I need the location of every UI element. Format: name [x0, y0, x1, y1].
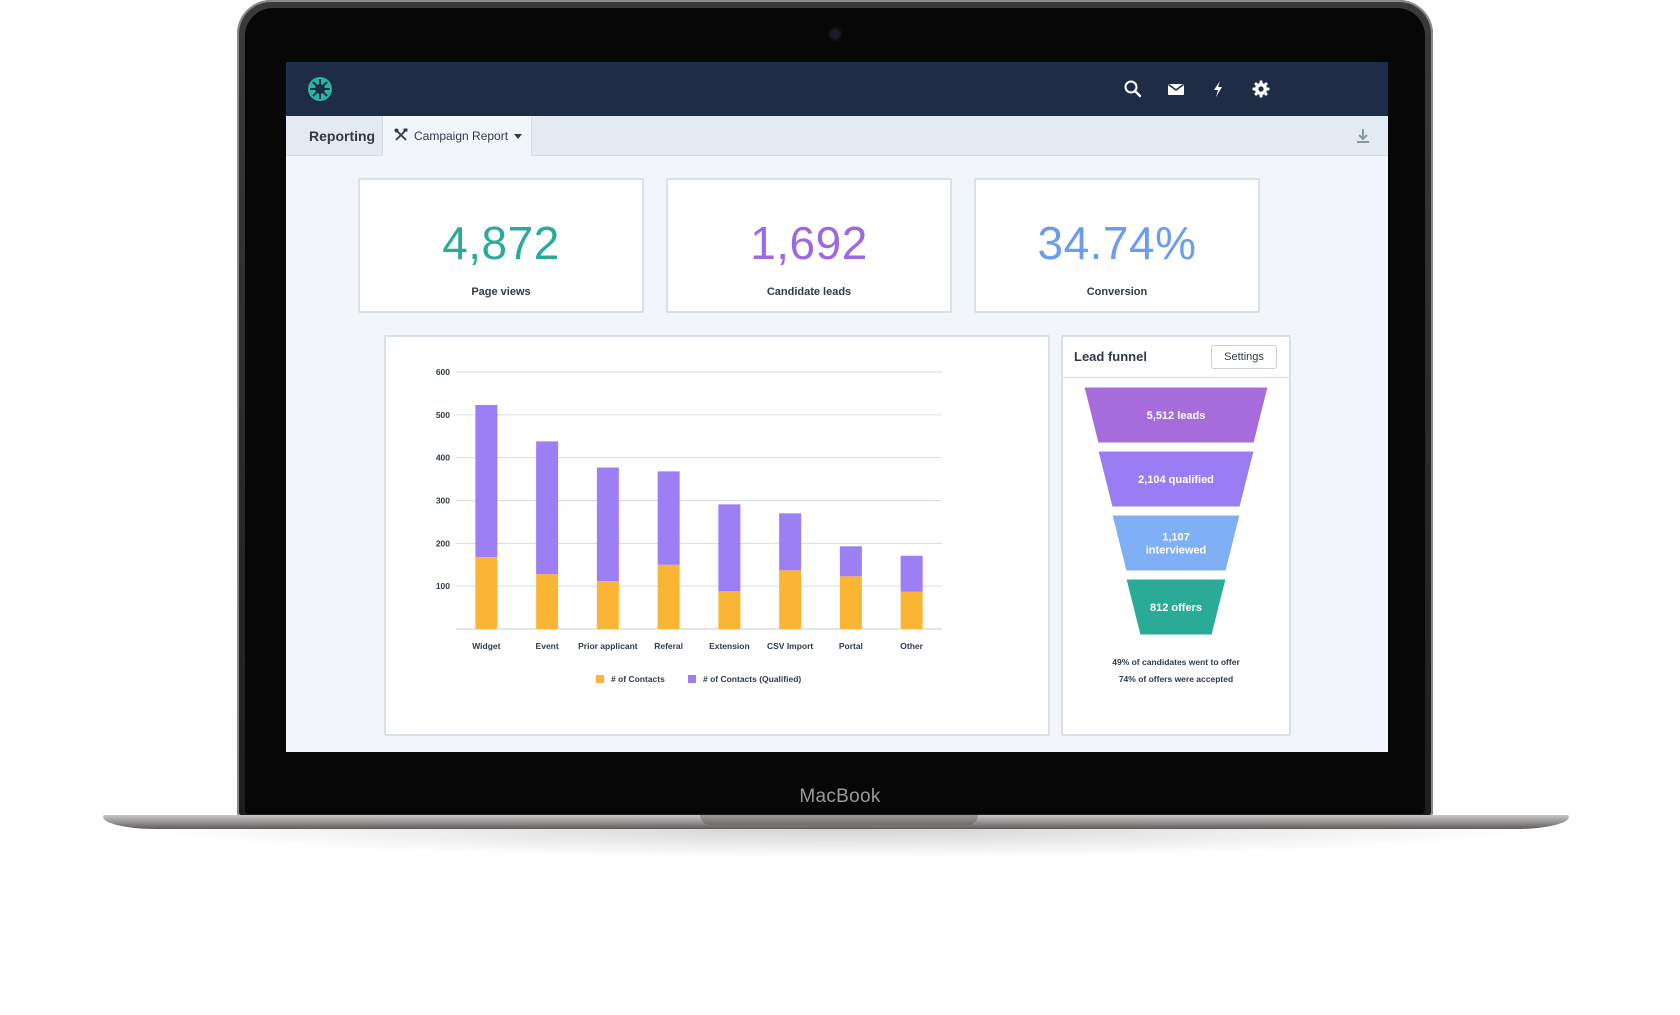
y-tick-label: 400	[436, 453, 450, 463]
legend-swatch	[596, 675, 604, 683]
laptop-notch	[700, 815, 978, 825]
funnel-stage-label: interviewed	[1146, 545, 1207, 557]
x-tick-label: Event	[536, 641, 559, 651]
report-toolbar: Reporting Campaign Report	[286, 116, 1388, 156]
bar-segment[interactable]	[839, 576, 862, 629]
section-title: Reporting	[309, 128, 376, 144]
bar-segment[interactable]	[900, 591, 923, 629]
contacts-chart-panel: 100 200 300 400 500 600 Widget Event Prior appli…	[384, 335, 1050, 736]
bar-segment[interactable]	[596, 581, 619, 629]
legend-swatch	[688, 675, 696, 683]
stat-label: Candidate leads	[766, 286, 852, 298]
chevron-down-icon	[514, 134, 522, 139]
funnel-note: 74% of offers were accepted	[1118, 674, 1234, 684]
funnel-title: Lead funnel	[1074, 349, 1147, 364]
y-tick-label: 500	[436, 410, 450, 420]
y-tick-label: 600	[436, 367, 450, 377]
bar-segment[interactable]	[839, 546, 862, 577]
device-label: MacBook	[799, 786, 881, 807]
stat-label: Conversion	[1086, 286, 1148, 298]
y-tick-label: 100	[436, 581, 450, 591]
bar-segment[interactable]	[779, 570, 802, 629]
app-logo[interactable]	[308, 77, 332, 101]
top-navbar	[286, 62, 1388, 116]
mail-icon[interactable]	[1166, 79, 1186, 99]
x-tick-label: Extension	[709, 641, 750, 651]
gear-icon[interactable]	[1251, 79, 1271, 99]
funnel-note: 49% of candidates went to offer	[1112, 657, 1240, 667]
stat-card-conversion: 34.74% Conversion	[974, 178, 1260, 313]
download-icon[interactable]	[1356, 128, 1370, 144]
contacts-bar-chart: 100 200 300 400 500 600 Widget Event Prior appli…	[436, 367, 942, 684]
x-tick-label: CSV Import	[767, 641, 813, 651]
bolt-icon[interactable]	[1208, 79, 1228, 99]
stat-label: Page views	[471, 286, 531, 298]
funnel-stage[interactable]	[1125, 578, 1227, 636]
bar-segment[interactable]	[779, 513, 802, 571]
legend-label: # of Contacts	[611, 674, 665, 684]
tools-icon	[394, 128, 408, 141]
x-tick-label: Other	[900, 641, 923, 651]
y-tick-label: 300	[436, 496, 450, 506]
x-tick-label: Widget	[472, 641, 500, 651]
stat-value: 1,692	[750, 217, 868, 269]
laptop-shadow	[140, 828, 1540, 858]
bar-segment[interactable]	[596, 467, 619, 582]
funnel-stage-label: 1,107	[1162, 532, 1190, 544]
bar-segment[interactable]	[718, 504, 741, 592]
search-icon[interactable]	[1123, 79, 1143, 99]
x-tick-label: Referal	[654, 641, 683, 651]
stat-value: 34.74%	[1037, 217, 1197, 269]
funnel-stage[interactable]	[1097, 450, 1255, 508]
bar-segment[interactable]	[475, 404, 498, 558]
funnel-stage-label: 2,104 qualified	[1138, 474, 1214, 486]
funnel-settings-button[interactable]: Settings	[1211, 345, 1277, 369]
funnel-stage-label: 5,512 leads	[1147, 410, 1206, 422]
campaign-report-dropdown[interactable]: Campaign Report	[382, 116, 532, 156]
bar-segment[interactable]	[657, 564, 680, 629]
lead-funnel-panel: Lead funnel Settings 5,512 leads 2,104 qu…	[1061, 335, 1291, 736]
y-tick-label: 200	[436, 538, 450, 548]
bar-segment[interactable]	[900, 555, 923, 592]
lead-funnel: 5,512 leads 2,104 qualified 1,107interview…	[1083, 386, 1269, 636]
bar-segment[interactable]	[718, 591, 741, 629]
divider	[1063, 377, 1289, 378]
stat-card-candidate-leads: 1,692 Candidate leads	[666, 178, 952, 313]
funnel-stage-label: 812 offers	[1150, 602, 1202, 614]
screen: Reporting Campaign Report 4,872 Page vie…	[286, 62, 1388, 752]
legend-label: # of Contacts (Qualified)	[703, 674, 801, 684]
bar-segment[interactable]	[536, 574, 559, 629]
bar-segment[interactable]	[657, 471, 680, 565]
funnel-stage[interactable]	[1083, 386, 1269, 444]
x-tick-label: Portal	[839, 641, 863, 651]
bar-segment[interactable]	[536, 441, 559, 575]
stat-value: 4,872	[442, 217, 560, 269]
funnel-stage[interactable]	[1111, 514, 1241, 572]
camera	[830, 29, 840, 39]
bar-segment[interactable]	[475, 557, 498, 629]
campaign-report-label: Campaign Report	[414, 129, 509, 143]
stat-card-page-views: 4,872 Page views	[358, 178, 644, 313]
x-tick-label: Prior applicant	[578, 641, 638, 651]
